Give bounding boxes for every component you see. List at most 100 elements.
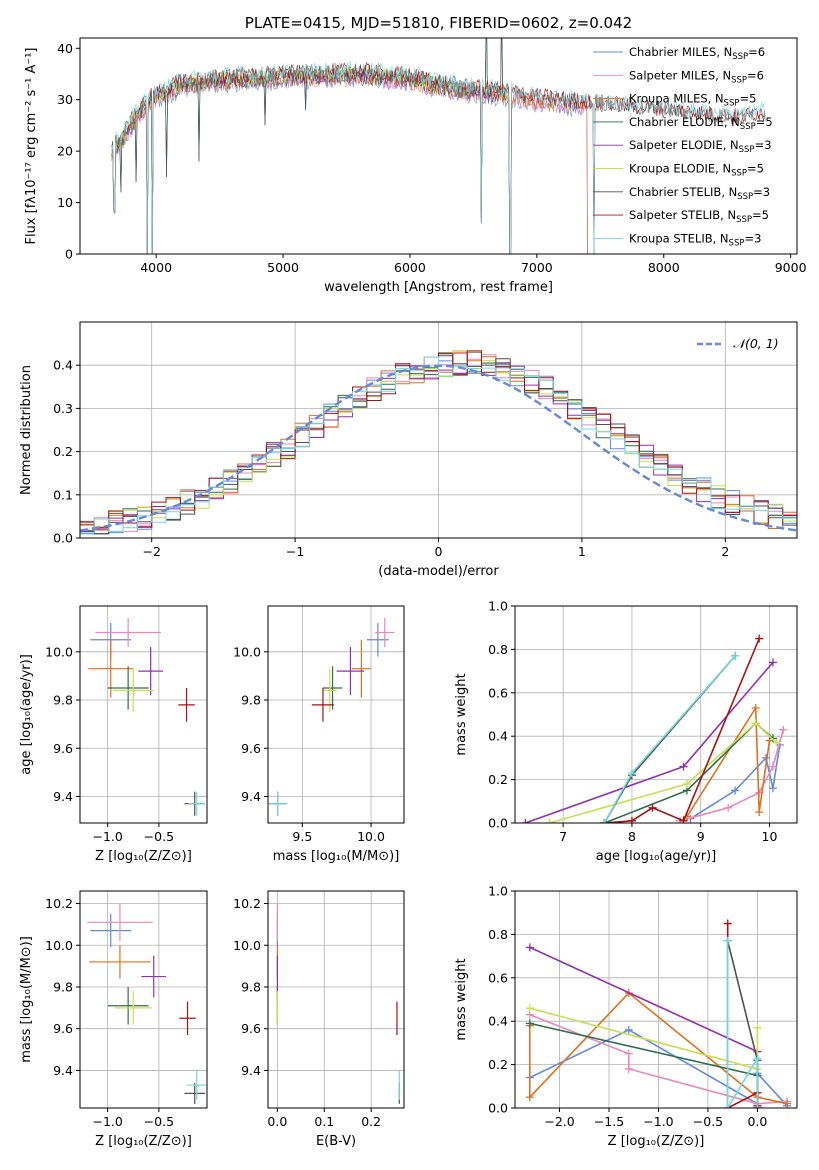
y-tick-label: 0.6 xyxy=(488,970,508,985)
errorbar-salpeter_miles xyxy=(87,903,153,942)
plot-area xyxy=(111,38,766,254)
weight-marker xyxy=(768,658,777,667)
x-axis-label: mass [log₁₀(M/M⊙)] xyxy=(273,849,400,864)
x-tick-label: 2 xyxy=(721,544,729,559)
y-tick-label: 30 xyxy=(57,92,73,107)
errorbar-kroupa_stelib xyxy=(188,791,205,816)
plot-area xyxy=(515,891,797,1108)
legend-label: Salpeter STELIB, NSSP=5 xyxy=(629,208,769,225)
y-axis-label: age [log₁₀(age/yr)] xyxy=(19,654,34,775)
weight-marker xyxy=(753,1054,762,1063)
y-axis-label: mass [log₁₀(M/M⊙)] xyxy=(19,936,34,1063)
weight-marker xyxy=(624,1064,633,1073)
errorbar-salpeter_stelib xyxy=(178,687,195,722)
weight-marker xyxy=(627,769,636,778)
y-tick-label: 10.0 xyxy=(233,644,261,659)
weight-marker xyxy=(751,719,760,728)
axes-frame xyxy=(79,37,798,255)
errorbar-kroupa_elodie xyxy=(322,668,337,713)
y-tick-label: 0.0 xyxy=(488,816,508,831)
y-tick-label: 10.0 xyxy=(45,938,73,953)
plot-area xyxy=(268,891,404,1108)
weight-marker xyxy=(679,762,688,771)
spectrum-line-chabrier_elodie xyxy=(111,38,510,254)
legend-label-main: Chabrier MILES, N xyxy=(629,45,732,59)
weight-marker xyxy=(731,651,740,660)
y-tick-label: 0.0 xyxy=(488,1101,508,1116)
y-tick-label: 20 xyxy=(57,144,73,159)
chart-spectrum: 4000 5000 6000 7000 8000 9000 0 10 20 30 40 wavelen… xyxy=(24,14,807,295)
x-tick-label: −0.5 xyxy=(693,1114,723,1129)
y-tick-label: 0.6 xyxy=(488,685,508,700)
weight-marker xyxy=(768,784,777,793)
x-tick-label: −1 xyxy=(286,544,304,559)
weight-marker xyxy=(751,703,760,712)
x-tick-label: 7 xyxy=(559,829,567,844)
weight-marker xyxy=(600,819,609,823)
legend-label: Kroupa MILES, NSSP=5 xyxy=(629,92,756,109)
legend-label-suffix: =5 xyxy=(756,115,773,129)
errorbar-chabrier_elodie xyxy=(322,666,343,710)
x-axis-label: age [log₁₀(age/yr)] xyxy=(596,849,717,864)
legend-label: Kroupa ELODIE, NSSP=5 xyxy=(629,162,764,179)
errorbar-kroupa_stelib xyxy=(268,791,288,816)
spectrum-line-chabrier_stelib xyxy=(111,38,766,254)
y-tick-label: 0.2 xyxy=(488,772,508,787)
x-tick-label: 1 xyxy=(578,544,586,559)
errorbar-salpeter_elodie xyxy=(141,955,167,998)
chart-mass_vs_z: −1.0 −0.5 9.4 9.6 9.8 10.0 10.2 Z [log₁₀(Z/Z⊙)]… xyxy=(19,890,208,1149)
y-tick-label: 9.8 xyxy=(53,979,73,994)
y-tick-label: 0.8 xyxy=(488,927,508,942)
plot-area xyxy=(80,606,207,823)
legend-label: Chabrier MILES, NSSP=6 xyxy=(629,45,765,62)
errorbar-kroupa_stelib xyxy=(186,1070,207,1100)
weight-marker xyxy=(753,1104,762,1108)
y-tick-label: 0.3 xyxy=(53,401,73,416)
y-tick-label: 0.8 xyxy=(488,642,508,657)
weight-marker xyxy=(624,1049,633,1058)
weight-marker xyxy=(723,919,732,928)
plot-area xyxy=(80,322,797,538)
plot-area xyxy=(80,891,207,1108)
y-tick-label: 40 xyxy=(57,41,73,56)
legend-label-normal: 𝒩(0, 1) xyxy=(733,336,779,351)
y-tick-label: 9.4 xyxy=(53,789,73,804)
chart-weight_vs_z: −2.0 −1.5 −1.0 −0.5 0.0 0.0 0.2 0.4 0.6 0.8 1.0 Z [… xyxy=(454,884,798,1149)
legend-label-suffix: =6 xyxy=(747,68,764,82)
weight-line-kroupa_stelib xyxy=(726,940,759,1108)
axes-frame xyxy=(267,605,405,824)
y-tick-label: 9.4 xyxy=(241,789,261,804)
y-tick-label: 9.8 xyxy=(53,693,73,708)
y-tick-label: 0.2 xyxy=(53,444,73,459)
legend-label: Chabrier STELIB, NSSP=3 xyxy=(629,185,770,202)
legend-label-main: Kroupa MILES, N xyxy=(629,92,724,106)
errorbar-kroupa_elodie xyxy=(114,991,152,1025)
x-tick-label: 9000 xyxy=(775,260,807,275)
normal-curve xyxy=(80,364,797,532)
y-tick-label: 9.8 xyxy=(241,693,261,708)
legend-label-sub: SSP xyxy=(724,99,740,109)
legend-label-sub: SSP xyxy=(736,215,752,225)
x-tick-label: 7000 xyxy=(521,260,553,275)
legend-label-suffix: =6 xyxy=(748,45,765,59)
y-tick-label: 9.6 xyxy=(241,1021,261,1036)
weight-marker xyxy=(768,762,777,771)
y-tick-label: 0.1 xyxy=(53,487,73,502)
y-tick-label: 9.4 xyxy=(53,1063,73,1078)
legend-label-sub: SSP xyxy=(737,192,753,202)
weight-line-kroupa_elodie xyxy=(529,1007,759,1070)
x-tick-label: −1.0 xyxy=(92,829,122,844)
weight-marker xyxy=(753,1023,762,1032)
x-tick-label: 10 xyxy=(762,829,778,844)
legend-label: Salpeter ELODIE, NSSP=3 xyxy=(629,138,772,155)
weight-marker xyxy=(525,943,534,952)
y-tick-label: 9.6 xyxy=(53,741,73,756)
errorbar-chabrier_miles xyxy=(90,913,132,948)
weight-marker xyxy=(521,819,530,823)
y-tick-label: 0.2 xyxy=(488,1057,508,1072)
x-axis-label: Z [log₁₀(Z/Z⊙)] xyxy=(95,1134,192,1149)
weight-marker xyxy=(779,725,788,734)
y-tick-label: 0.4 xyxy=(488,729,508,744)
legend-label-main: Chabrier STELIB, N xyxy=(629,185,737,199)
